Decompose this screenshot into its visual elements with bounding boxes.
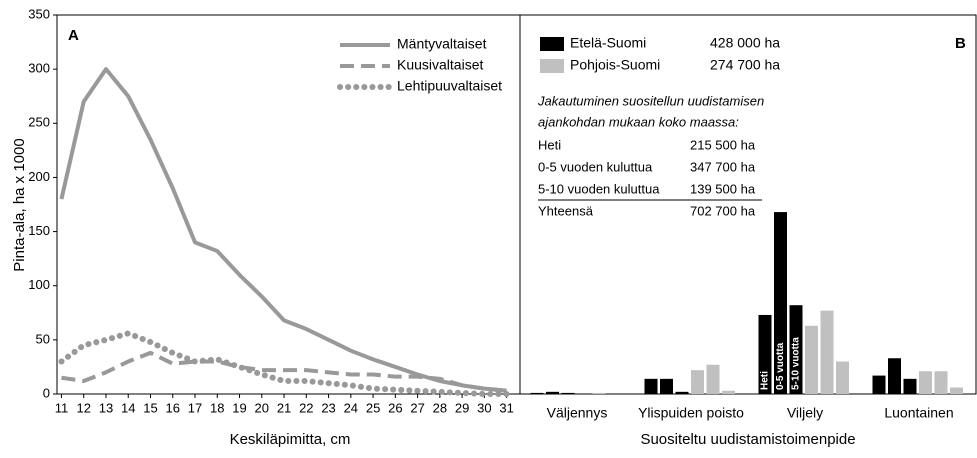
x-tick-label: 28 bbox=[433, 400, 447, 415]
table-cell: 5-10 vuoden kuluttua bbox=[538, 181, 660, 196]
x-tick-label: 29 bbox=[455, 400, 469, 415]
table-cell: 347 700 ha bbox=[690, 159, 756, 174]
y-axis-label: Pinta-ala, ha x 1000 bbox=[11, 138, 28, 271]
y-tick-label: 150 bbox=[28, 223, 50, 238]
panel-label: A bbox=[68, 27, 79, 44]
bar bbox=[660, 378, 673, 394]
x-tick-label: Viljely bbox=[787, 405, 823, 421]
bar bbox=[903, 378, 917, 394]
x-axis-label: Suositeltu uudistamistoimenpide bbox=[640, 431, 855, 448]
y-tick-label: 250 bbox=[28, 115, 50, 130]
plot-frame bbox=[56, 14, 977, 395]
table-cell: 702 700 ha bbox=[690, 203, 756, 218]
bar bbox=[675, 391, 689, 394]
legend-label: Pohjois-Suomi bbox=[570, 57, 660, 73]
table-cell: Heti bbox=[538, 137, 561, 152]
x-tick-label: 23 bbox=[321, 400, 335, 415]
line-series bbox=[59, 67, 507, 393]
bar bbox=[774, 212, 787, 394]
x-tick-label: 15 bbox=[143, 400, 157, 415]
line-series bbox=[58, 330, 510, 397]
bar bbox=[758, 314, 772, 394]
bar-label: Heti bbox=[760, 371, 771, 390]
bar-label: 5-10 vuotta bbox=[791, 337, 802, 390]
legend-label: Mäntyvaltaiset bbox=[397, 36, 487, 52]
panel-label: B bbox=[955, 35, 966, 52]
x-tick-label: 22 bbox=[299, 400, 313, 415]
legend-area: 428 000 ha bbox=[710, 35, 780, 51]
x-tick-label: 27 bbox=[410, 400, 424, 415]
x-tick-label: 11 bbox=[55, 400, 69, 415]
bar bbox=[919, 371, 932, 394]
x-tick-label: 20 bbox=[255, 400, 269, 415]
bar bbox=[561, 392, 575, 394]
x-tick-label: Luontainen bbox=[884, 405, 953, 421]
x-tick-label: 30 bbox=[477, 400, 491, 415]
bar bbox=[888, 358, 901, 394]
x-tick-label: 13 bbox=[99, 400, 113, 415]
legend-area: 274 700 ha bbox=[710, 57, 780, 73]
x-tick-label: 21 bbox=[277, 400, 291, 415]
bar bbox=[789, 305, 803, 394]
x-tick-label: 17 bbox=[188, 400, 202, 415]
x-axis-label: Keskiläpimitta, cm bbox=[230, 431, 351, 448]
table-cell: 0-5 vuoden kuluttua bbox=[538, 159, 653, 174]
legend-swatch bbox=[540, 37, 564, 51]
x-tick-label: 16 bbox=[166, 400, 180, 415]
line-series bbox=[61, 350, 507, 393]
bar bbox=[691, 370, 704, 394]
bar bbox=[872, 375, 886, 394]
y-tick-label: 200 bbox=[28, 169, 50, 184]
x-tick-label: 25 bbox=[366, 400, 380, 415]
x-tick-label: Väljennys bbox=[547, 405, 608, 421]
bar bbox=[805, 325, 818, 394]
bar bbox=[706, 364, 720, 394]
bar bbox=[950, 387, 963, 394]
table-cell: 139 500 ha bbox=[690, 181, 756, 196]
x-tick-label: 24 bbox=[344, 400, 358, 415]
legend-label: Kuusivaltaiset bbox=[397, 57, 483, 73]
bar-label: 0-5 vuotta bbox=[775, 342, 786, 390]
legend-label: Etelä-Suomi bbox=[570, 35, 646, 51]
bar bbox=[722, 390, 735, 394]
bar bbox=[836, 361, 849, 394]
bar bbox=[820, 310, 834, 394]
y-tick-label: 0 bbox=[43, 385, 50, 400]
x-tick-label: 14 bbox=[121, 400, 135, 415]
y-tick-label: 50 bbox=[36, 331, 50, 346]
annotation: ajankohdan mukaan koko maassa: bbox=[538, 114, 739, 129]
x-tick-label: 18 bbox=[210, 400, 224, 415]
x-tick-label: 19 bbox=[232, 400, 246, 415]
x-tick-label: Ylispuiden poisto bbox=[638, 405, 744, 421]
table-cell: Yhteensä bbox=[538, 203, 594, 218]
bar bbox=[644, 378, 658, 394]
legend-swatch bbox=[540, 59, 564, 73]
x-tick-label: 31 bbox=[499, 400, 513, 415]
bar bbox=[592, 392, 606, 394]
y-tick-label: 350 bbox=[28, 6, 50, 21]
bar bbox=[530, 392, 544, 394]
table-cell: 215 500 ha bbox=[690, 137, 756, 152]
annotation: Jakautuminen suositellun uudistamisen bbox=[537, 93, 764, 108]
y-tick-label: 300 bbox=[28, 61, 50, 76]
bar bbox=[934, 371, 948, 394]
x-tick-label: 12 bbox=[76, 400, 90, 415]
bar bbox=[546, 391, 559, 394]
legend-label: Lehtipuuvaltaiset bbox=[397, 78, 502, 94]
x-tick-label: 26 bbox=[388, 400, 402, 415]
y-tick-label: 100 bbox=[28, 277, 50, 292]
